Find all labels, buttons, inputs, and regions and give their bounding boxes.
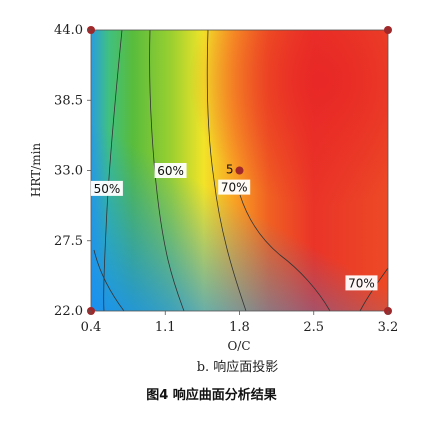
figure-caption: 图4 响应曲面分析结果 [146, 388, 277, 403]
y-tick-label: 38.5 [54, 93, 83, 108]
x-tick-label: 2.5 [303, 320, 324, 335]
contour-labels: 50% 60% 70% 70% [90, 163, 378, 291]
y-axis-ticks: 22.0 27.5 33.0 38.5 44.0 [54, 23, 91, 319]
contour-label-bg [90, 180, 123, 196]
contour-label-bg [345, 275, 378, 291]
y-tick-label: 33.0 [54, 164, 83, 179]
x-tick-label: 1.8 [229, 320, 250, 335]
contour-label: 70% [221, 181, 248, 195]
x-axis-ticks: 0.4 1.1 1.8 2.5 3.2 [81, 311, 399, 335]
contour-line-50 [103, 29, 123, 312]
x-tick-label: 0.4 [81, 320, 102, 335]
contour-label-bg [218, 179, 251, 195]
contour-line-60 [149, 29, 185, 312]
y-tick-label: 44.0 [54, 23, 83, 38]
y-tick-label: 27.5 [54, 234, 83, 249]
design-point [384, 26, 392, 34]
x-tick-label: 3.2 [378, 320, 399, 335]
contour-line-65 [206, 29, 247, 312]
design-point-label: 5 [226, 163, 234, 177]
contour-label: 60% [157, 164, 184, 178]
x-tick-label: 1.1 [155, 320, 176, 335]
contour-line-70 [239, 194, 331, 312]
contour-label: 50% [94, 182, 121, 196]
contour-line-55 [93, 249, 125, 312]
y-axis-label: HRT/min [29, 143, 43, 198]
response-surface-chart: 50% 60% 70% 70% 5 0.4 1.1 1.8 2.5 3.2 22.0 27.5 3… [29, 23, 399, 353]
contour-label-bg [154, 163, 187, 178]
contour-label: 70% [348, 276, 375, 290]
subcaption: b. 响应面投影 [196, 360, 279, 375]
y-tick-label: 22.0 [54, 304, 83, 319]
x-axis-label: O/C [227, 339, 250, 353]
design-point [235, 166, 244, 175]
